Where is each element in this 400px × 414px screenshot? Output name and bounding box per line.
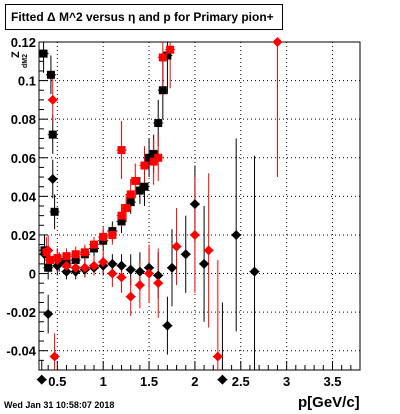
- data-point-diamond: [43, 309, 54, 320]
- x-tick-label: 3: [283, 374, 290, 389]
- data-point-square: [50, 207, 59, 216]
- y-tick-label: 0.08: [11, 112, 36, 127]
- y-tick-label: 0: [29, 267, 36, 282]
- axis-layer: 0.5 1 1.5 2 2.5 3 3.5 -0.04 -0.02 0 0.02 0.04 0.06 0.…: [6, 35, 361, 389]
- data-point-square: [166, 45, 175, 54]
- data-point-square: [108, 230, 117, 239]
- data-point-diamond: [272, 37, 283, 47]
- y-tick-label: 0.04: [11, 189, 37, 204]
- x-tick-label: 2.5: [232, 374, 250, 389]
- data-point-square: [117, 211, 126, 220]
- data-point-diamond: [61, 260, 72, 271]
- data-point-diamond: [180, 249, 191, 260]
- chart-title: Fitted Δ M^2 versus η and p for Primary …: [5, 4, 283, 30]
- data-point-square: [117, 217, 126, 226]
- data-point-diamond: [36, 374, 47, 385]
- marker-layer: [36, 37, 283, 385]
- data-point-diamond: [89, 260, 100, 271]
- data-point-square: [80, 248, 89, 257]
- data-point-square: [135, 186, 144, 195]
- data-point-square: [44, 263, 53, 272]
- x-axis-title: p[GeV/c]: [298, 394, 360, 411]
- data-point-diamond: [116, 260, 127, 271]
- y-tick-label: 0.1: [18, 74, 36, 89]
- y-tick-label: 0.02: [11, 228, 36, 243]
- data-point-diamond: [49, 351, 60, 362]
- data-point-diamond: [217, 374, 228, 385]
- data-point-square: [149, 149, 158, 158]
- data-point-diamond: [162, 320, 173, 331]
- x-tick-label: 3.5: [323, 374, 341, 389]
- data-point-square: [154, 153, 163, 162]
- data-point-square: [39, 49, 48, 58]
- x-tick-label: 1: [100, 374, 107, 389]
- data-point-diamond: [107, 268, 118, 279]
- data-point-square: [71, 256, 80, 265]
- data-point-diamond: [98, 256, 109, 267]
- x-tick-label: 1.5: [140, 374, 158, 389]
- data-point-square: [131, 176, 140, 185]
- data-point-diamond: [144, 268, 155, 279]
- data-point-square: [145, 153, 154, 162]
- data-point-diamond: [203, 245, 214, 256]
- data-point-diamond: [249, 266, 260, 277]
- data-point-diamond: [189, 199, 200, 210]
- data-point-diamond: [153, 278, 164, 289]
- data-point-diamond: [134, 280, 145, 291]
- y-axis-title: Z dM2: [2, 50, 30, 80]
- data-point-diamond: [212, 351, 223, 362]
- y-tick-label: -0.02: [6, 305, 36, 320]
- data-point-diamond: [125, 291, 136, 302]
- data-point-square: [140, 161, 149, 170]
- y-axis-title-main: Z: [10, 51, 22, 58]
- data-point-square: [122, 203, 131, 212]
- data-point-square: [117, 146, 126, 155]
- data-point-diamond: [107, 258, 118, 269]
- data-point-diamond: [116, 272, 127, 283]
- data-point-diamond: [125, 264, 136, 275]
- data-point-diamond: [144, 262, 155, 273]
- x-tick-label: 0.5: [48, 374, 66, 389]
- plot-frame: [38, 41, 361, 371]
- y-axis-title-subscript: dM2: [22, 54, 29, 68]
- data-point-diamond: [231, 229, 242, 240]
- y-tick-label: 0.06: [11, 151, 36, 166]
- data-point-diamond: [52, 255, 63, 266]
- data-point-diamond: [189, 229, 200, 240]
- data-point-square: [126, 190, 135, 199]
- data-point-square: [126, 198, 135, 207]
- data-point-diamond: [47, 94, 58, 105]
- data-point-diamond: [153, 270, 164, 281]
- y-tick-label: 0.12: [11, 35, 36, 50]
- data-point-square: [71, 250, 80, 259]
- data-point-square: [46, 70, 55, 79]
- data-point-square: [90, 240, 99, 249]
- data-point-diamond: [171, 241, 182, 252]
- data-point-diamond: [134, 266, 145, 277]
- x-tick-label: 2: [191, 374, 198, 389]
- data-point-diamond: [199, 258, 210, 269]
- data-point-square: [46, 256, 55, 265]
- data-point-square: [158, 86, 167, 95]
- data-point-square: [163, 51, 172, 60]
- data-point-diamond: [47, 173, 58, 184]
- data-point-diamond: [79, 262, 90, 273]
- data-point-square: [154, 119, 163, 128]
- data-point-diamond: [52, 260, 63, 271]
- data-point-diamond: [70, 262, 81, 273]
- data-point-square: [140, 182, 149, 191]
- y-tick-label: -0.04: [6, 344, 36, 359]
- data-point-diamond: [166, 262, 177, 273]
- data-point-diamond: [61, 266, 72, 277]
- data-point-square: [48, 130, 57, 139]
- data-point-square: [62, 252, 71, 261]
- data-point-diamond: [43, 245, 54, 256]
- data-point-square: [158, 53, 167, 62]
- data-point-square: [149, 157, 158, 166]
- data-point-square: [99, 232, 108, 241]
- timestamp: Wed Jan 31 10:58:07 2018: [4, 400, 115, 410]
